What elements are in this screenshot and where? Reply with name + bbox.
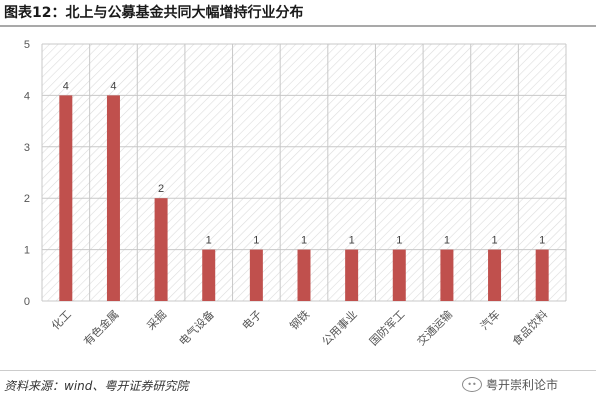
watermark: •• 粤开崇利论市	[462, 372, 558, 396]
x-tick-label: 钢铁	[287, 308, 312, 333]
x-tick-label: 有色金属	[81, 307, 122, 348]
wechat-icon: ••	[462, 376, 482, 392]
data-label: 1	[206, 235, 212, 247]
bar	[106, 95, 120, 302]
data-label: 1	[349, 235, 355, 247]
x-tick-label: 食品饮料	[509, 307, 550, 348]
y-tick-label: 5	[24, 39, 30, 51]
y-tick-label: 3	[24, 142, 30, 154]
x-tick-label: 电子	[240, 308, 265, 333]
data-label: 1	[301, 235, 307, 247]
x-tick-label: 电气设备	[176, 307, 217, 348]
data-label: 1	[539, 235, 545, 247]
bar	[154, 198, 168, 301]
data-label: 4	[63, 80, 69, 92]
y-tick-label: 2	[24, 193, 30, 205]
bar	[249, 249, 263, 301]
bar	[392, 249, 406, 301]
bar	[59, 95, 73, 302]
data-label: 1	[396, 235, 402, 247]
data-label: 4	[110, 80, 116, 92]
source-note: 资料来源：wind、粤开证券研究院	[4, 379, 189, 393]
data-label: 2	[158, 183, 164, 195]
x-tick-label: 公用事业	[319, 308, 359, 348]
x-tick-label: 交通运输	[414, 307, 455, 348]
bar	[488, 249, 502, 301]
bar-chart: 0 1 2 3 4 5 4 化工 4 有色金属 2 采掘 1 电气设备 1 电子 1 钢铁 1 公用事业 1 国防军工 1 交…	[24, 39, 567, 348]
chart-title: 图表12：北上与公募基金共同大幅增持行业分布	[4, 5, 304, 21]
bar	[440, 249, 454, 301]
data-label: 1	[253, 235, 259, 247]
x-tick-label: 采掘	[144, 307, 169, 332]
y-tick-label: 4	[24, 90, 30, 102]
data-label: 1	[491, 235, 497, 247]
watermark-text: 粤开崇利论市	[486, 377, 559, 392]
bar	[202, 249, 216, 301]
x-tick-label: 汽车	[477, 307, 502, 332]
title-divider	[0, 25, 596, 27]
y-tick-label: 0	[24, 296, 30, 308]
x-tick-label: 化工	[48, 307, 73, 332]
data-label: 1	[444, 235, 450, 247]
y-tick-label: 1	[24, 245, 30, 257]
bar	[297, 249, 311, 301]
bar	[345, 249, 359, 301]
x-tick-label: 国防军工	[366, 307, 407, 348]
bar	[535, 249, 549, 301]
footer-divider	[0, 370, 596, 371]
